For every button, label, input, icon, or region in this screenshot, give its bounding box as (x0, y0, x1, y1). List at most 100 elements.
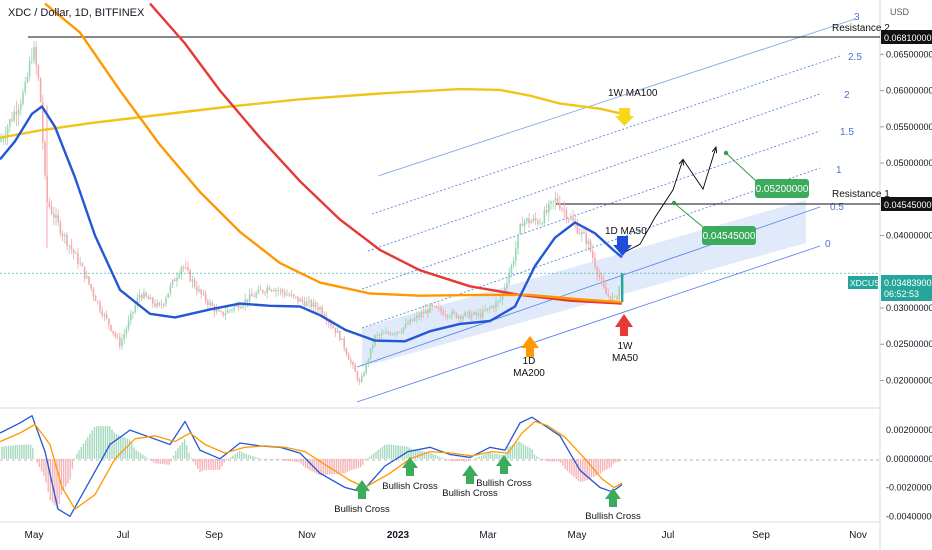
macd-histogram-bar (289, 458, 291, 462)
candle-body (215, 309, 218, 312)
candle-body (605, 287, 607, 295)
candle-body (532, 218, 535, 222)
currency-label: USD (890, 7, 910, 17)
candle-body (493, 306, 495, 309)
candle-body (110, 324, 112, 331)
macd-histogram-bar (232, 455, 234, 459)
macd-histogram-bar (221, 458, 223, 467)
macd-histogram-bar (65, 458, 67, 487)
candle-body (242, 305, 244, 308)
macd-histogram-bar (219, 458, 221, 470)
candle-body (288, 294, 290, 296)
time-tick-label: Jul (662, 530, 675, 541)
candle-body (603, 279, 605, 288)
fib-label-2.5: 2.5 (848, 52, 862, 63)
macd-histogram-bar (111, 429, 113, 459)
channel-fill (362, 200, 806, 367)
macd-histogram-bar (131, 443, 133, 459)
macd-histogram-bar (456, 458, 459, 462)
candle-body (72, 249, 75, 254)
projection-path (621, 159, 684, 254)
macd-histogram-bar (216, 458, 219, 470)
macd-histogram-bar (247, 454, 250, 459)
macd-signal-line (0, 420, 623, 511)
candle-body (66, 234, 68, 246)
candle-body (193, 279, 196, 287)
macd-histogram-bar (282, 458, 285, 461)
macd-histogram-bar (58, 458, 60, 505)
candle-body (517, 234, 519, 249)
candle-body (290, 294, 293, 296)
macd-histogram-bar (337, 458, 340, 474)
candle-body (303, 301, 306, 307)
candle-body (229, 309, 231, 311)
price-axis[interactable]: 0.06500000 0.06000000 0.05500000 0.05000000… (880, 49, 932, 521)
candle-body (352, 362, 354, 366)
macd-histogram-bar (593, 458, 595, 477)
macd-histogram-bar (10, 445, 12, 459)
candle-body (446, 315, 449, 317)
macd-histogram-bar (205, 458, 208, 470)
last-price-text: 0.03483900 (884, 278, 932, 288)
macd-histogram-bar (436, 455, 439, 459)
candle-body (372, 345, 374, 349)
candle-body (178, 274, 180, 278)
candle-body (246, 299, 249, 302)
candle-body (543, 210, 546, 224)
macd-histogram-bar (518, 441, 520, 459)
candle-body (581, 231, 583, 234)
macd-histogram-bar (588, 458, 591, 479)
candle-body (416, 315, 418, 319)
target-2-connector (725, 152, 757, 182)
macd-histogram-bar (450, 458, 452, 462)
macd-histogram-bar (604, 458, 606, 471)
price-tick-label: 0.03000000 (886, 303, 932, 313)
price-tick-label: 0.02000000 (886, 375, 932, 385)
macd-histogram-bar (608, 458, 610, 469)
macd-histogram-bar (102, 426, 104, 459)
macd-histogram-bar (586, 458, 588, 480)
candle-body (614, 296, 616, 298)
macd-histogram-bar (269, 458, 272, 460)
macd-histogram-bar (183, 439, 186, 459)
macd-line (0, 414, 623, 518)
candle-body (105, 314, 108, 319)
macd-histogram-bar (157, 458, 159, 464)
candle-body (86, 276, 88, 279)
candle-body (77, 253, 79, 265)
macd-histogram-bar (188, 452, 190, 459)
macd-histogram-bar (252, 456, 254, 459)
candle-body (475, 312, 477, 316)
macd-histogram-bar (542, 458, 544, 460)
macd-histogram-bar (23, 444, 25, 459)
candle-body (99, 302, 101, 311)
macd-histogram-bar (498, 454, 500, 459)
candle-body (339, 331, 341, 340)
candle-body (270, 289, 273, 291)
candle-body (548, 203, 550, 213)
macd-histogram-bar (104, 426, 107, 459)
candle-body (334, 327, 337, 333)
candle-body (97, 301, 99, 303)
candle-body (28, 61, 31, 77)
candle-body (361, 376, 363, 382)
macd-histogram-bar (161, 458, 164, 465)
candle-body (264, 292, 266, 294)
macd-histogram-bar (280, 458, 283, 460)
candle-body (88, 276, 90, 285)
candle-body (563, 209, 565, 211)
fib-line-3 (377, 18, 856, 177)
candle-body (248, 294, 251, 302)
macd-histogram-bar (397, 445, 399, 459)
macd-histogram-bar (538, 457, 540, 459)
macd-histogram-bar (430, 453, 432, 459)
macd-histogram-bar (549, 458, 551, 462)
candle-body (259, 289, 262, 291)
time-tick-label: Sep (752, 530, 770, 541)
time-axis[interactable]: May Jul Sep Nov 2023 Mar May Jul Sep Nov (25, 530, 867, 541)
candle-body (609, 295, 612, 301)
candle-body (559, 203, 561, 209)
candle-body (292, 294, 295, 296)
macd-histogram-bar (249, 455, 252, 459)
candle-body (9, 119, 11, 128)
